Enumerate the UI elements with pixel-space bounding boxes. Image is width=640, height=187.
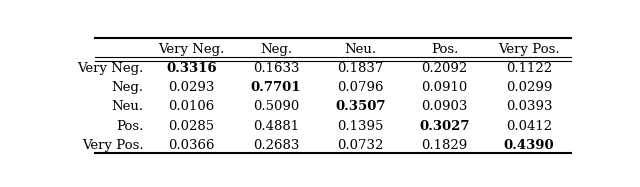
Text: 0.0910: 0.0910 <box>421 81 468 94</box>
Text: 0.0796: 0.0796 <box>337 81 383 94</box>
Text: 0.0285: 0.0285 <box>168 120 214 133</box>
Text: 0.1837: 0.1837 <box>337 62 383 75</box>
Text: Neg.: Neg. <box>111 81 143 94</box>
Text: 0.0732: 0.0732 <box>337 139 383 152</box>
Text: Neg.: Neg. <box>260 43 292 56</box>
Text: 0.7701: 0.7701 <box>251 81 301 94</box>
Text: 0.0903: 0.0903 <box>421 100 468 113</box>
Text: 0.0299: 0.0299 <box>506 81 552 94</box>
Text: Pos.: Pos. <box>116 120 143 133</box>
Text: Neu.: Neu. <box>344 43 376 56</box>
Text: 0.1829: 0.1829 <box>421 139 468 152</box>
Text: Neu.: Neu. <box>111 100 143 113</box>
Text: 0.3027: 0.3027 <box>419 120 470 133</box>
Text: 0.0366: 0.0366 <box>168 139 215 152</box>
Text: Very Neg.: Very Neg. <box>159 43 225 56</box>
Text: 0.2092: 0.2092 <box>421 62 468 75</box>
Text: 0.5090: 0.5090 <box>253 100 299 113</box>
Text: 0.4881: 0.4881 <box>253 120 299 133</box>
Text: 0.0412: 0.0412 <box>506 120 552 133</box>
Text: 0.0106: 0.0106 <box>168 100 215 113</box>
Text: 0.2683: 0.2683 <box>253 139 299 152</box>
Text: 0.1122: 0.1122 <box>506 62 552 75</box>
Text: Very Pos.: Very Pos. <box>498 43 560 56</box>
Text: 0.0293: 0.0293 <box>168 81 215 94</box>
Text: 0.1633: 0.1633 <box>253 62 299 75</box>
Text: 0.3507: 0.3507 <box>335 100 385 113</box>
Text: Pos.: Pos. <box>431 43 458 56</box>
Text: Very Neg.: Very Neg. <box>77 62 143 75</box>
Text: 0.3316: 0.3316 <box>166 62 217 75</box>
Text: Very Pos.: Very Pos. <box>82 139 143 152</box>
Text: 0.0393: 0.0393 <box>506 100 552 113</box>
Text: 0.1395: 0.1395 <box>337 120 383 133</box>
Text: 0.4390: 0.4390 <box>504 139 554 152</box>
